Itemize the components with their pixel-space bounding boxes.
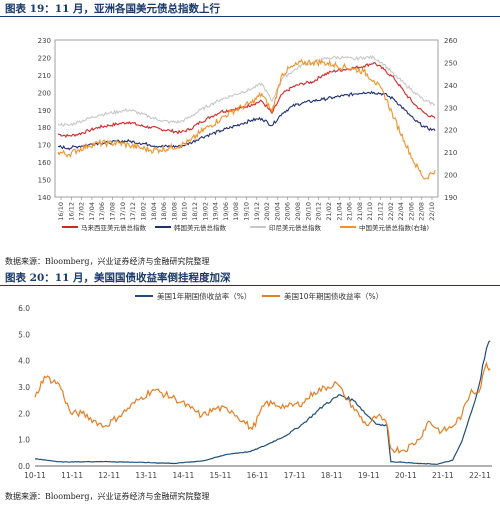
y-tick-label: 0.0 bbox=[18, 462, 30, 471]
series-line-10y bbox=[34, 361, 491, 454]
x-tick-label: 17/12 bbox=[129, 202, 137, 221]
x-tick-label: 21/02 bbox=[325, 202, 333, 221]
x-tick-label: 22/02 bbox=[387, 202, 395, 221]
left-y-tick-label: 140 bbox=[38, 194, 51, 202]
left-y-tick-label: 160 bbox=[38, 159, 51, 167]
x-tick-label: 21/04 bbox=[335, 202, 343, 221]
x-tick-label: 20/02 bbox=[263, 202, 271, 221]
x-tick-label: 18/12 bbox=[191, 202, 199, 221]
x-tick-label: 20-11 bbox=[395, 471, 417, 480]
x-tick-label: 18/04 bbox=[150, 202, 158, 221]
x-tick-label: 18-11 bbox=[321, 471, 343, 480]
left-y-tick-label: 170 bbox=[38, 142, 51, 150]
right-y-tick-label: 210 bbox=[444, 149, 457, 157]
x-tick-label: 21-11 bbox=[432, 471, 454, 480]
series-line--d62728 bbox=[57, 62, 436, 138]
x-tick-label: 19/02 bbox=[201, 202, 209, 221]
x-tick-label: 14-11 bbox=[172, 471, 194, 480]
legend-label: 美国10年期国债收益率（%） bbox=[284, 291, 383, 301]
right-y-tick-label: 220 bbox=[444, 127, 457, 135]
x-tick-label: 18/10 bbox=[181, 202, 189, 221]
legend-label: 中国美元债总指数(右轴) bbox=[359, 223, 429, 232]
x-tick-label: 19/10 bbox=[243, 202, 251, 221]
x-tick-label: 17/08 bbox=[109, 202, 117, 221]
figure-19-source: 数据来源：Bloomberg，兴业证券经济与金融研究院整理 bbox=[5, 257, 210, 266]
x-tick-label: 15-11 bbox=[210, 471, 232, 480]
right-y-tick-label: 190 bbox=[444, 194, 457, 202]
figure-20-title: 图表 20：11 月，美国国债收益率倒挂程度加深 bbox=[0, 270, 500, 286]
right-y-tick-label: 260 bbox=[444, 37, 457, 45]
x-tick-label: 20/04 bbox=[273, 202, 281, 221]
x-tick-label: 13-11 bbox=[135, 471, 157, 480]
right-y-tick-label: 230 bbox=[444, 104, 457, 112]
left-y-tick-label: 190 bbox=[38, 107, 51, 115]
x-tick-label: 19/04 bbox=[212, 202, 220, 221]
x-tick-label: 20/12 bbox=[315, 202, 323, 221]
x-tick-label: 19-11 bbox=[358, 471, 380, 480]
x-tick-label: 18/02 bbox=[139, 202, 147, 221]
y-tick-label: 2.0 bbox=[18, 409, 30, 418]
figure-20-source: 数据来源：Bloomberg，兴业证券经济与金融研究院整理 bbox=[5, 492, 210, 501]
y-tick-label: 6.0 bbox=[18, 304, 30, 313]
x-tick-label: 21/12 bbox=[376, 202, 384, 221]
legend-label: 美国1年期国债收益率（%） bbox=[157, 291, 251, 301]
x-tick-label: 16/12 bbox=[67, 202, 75, 221]
x-tick-label: 17/06 bbox=[98, 202, 106, 221]
y-tick-label: 4.0 bbox=[18, 357, 30, 366]
figure-19-title: 图表 19：11 月，亚洲各国美元债总指数上行 bbox=[0, 1, 500, 17]
x-tick-label: 22/08 bbox=[418, 202, 426, 221]
x-tick-label: 20/06 bbox=[284, 202, 292, 221]
series-line--f0932b bbox=[57, 58, 436, 180]
y-tick-label: 1.0 bbox=[18, 436, 30, 445]
left-y-tick-label: 210 bbox=[38, 72, 51, 80]
left-y-tick-label: 220 bbox=[38, 54, 51, 62]
asia-usd-bond-index-chart: 140 150 160 170 180 190 200 210 220 230 190 200 210 2… bbox=[38, 37, 458, 232]
right-y-tick-label: 240 bbox=[444, 82, 457, 90]
x-tick-label: 21/08 bbox=[356, 202, 364, 221]
series-line-1y bbox=[35, 340, 491, 465]
plot-area-border bbox=[54, 39, 439, 198]
x-tick-label: 22-11 bbox=[469, 471, 491, 480]
series-line--c8c8c8 bbox=[57, 54, 436, 127]
x-tick-label: 11-11 bbox=[61, 471, 83, 480]
legend-label: 印尼美元债总指数 bbox=[269, 223, 322, 232]
x-tick-label: 18/08 bbox=[170, 202, 178, 221]
y-tick-label: 5.0 bbox=[18, 330, 30, 339]
left-y-tick-label: 180 bbox=[38, 124, 51, 132]
x-tick-label: 22/06 bbox=[407, 202, 415, 221]
x-tick-label: 17/10 bbox=[119, 202, 127, 221]
left-y-tick-label: 230 bbox=[38, 37, 51, 45]
right-y-tick-label: 250 bbox=[444, 59, 457, 67]
x-tick-label: 16/10 bbox=[57, 202, 65, 221]
x-tick-label: 22/04 bbox=[397, 202, 405, 221]
y-tick-label: 3.0 bbox=[18, 383, 30, 392]
us-treasury-yield-chart: 0.0 1.0 2.0 3.0 4.0 5.0 6.0 10-11 11-11 12-11 13-1… bbox=[18, 291, 492, 480]
x-tick-label: 17/04 bbox=[88, 202, 96, 221]
x-tick-label: 19/06 bbox=[222, 202, 230, 221]
x-tick-label: 20/10 bbox=[304, 202, 312, 221]
x-tick-label: 18/06 bbox=[160, 202, 168, 221]
legend-label: 马来西亚美元债总指数 bbox=[81, 223, 147, 232]
right-y-tick-label: 200 bbox=[444, 172, 457, 180]
x-tick-label: 19/12 bbox=[253, 202, 261, 221]
x-tick-label: 12-11 bbox=[98, 471, 120, 480]
x-tick-label: 22/10 bbox=[428, 202, 436, 221]
x-tick-label: 10-11 bbox=[24, 471, 46, 480]
left-y-tick-label: 150 bbox=[38, 177, 51, 185]
x-tick-label: 21/06 bbox=[346, 202, 354, 221]
x-tick-label: 16-11 bbox=[247, 471, 269, 480]
x-tick-label: 21/10 bbox=[366, 202, 374, 221]
left-y-tick-label: 200 bbox=[38, 89, 51, 97]
x-tick-label: 17-11 bbox=[284, 471, 306, 480]
x-tick-label: 20/08 bbox=[294, 202, 302, 221]
series-line--1f2f6f bbox=[57, 90, 436, 151]
x-tick-label: 17/02 bbox=[78, 202, 86, 221]
x-tick-label: 19/08 bbox=[232, 202, 240, 221]
legend-label: 韩国美元债总指数 bbox=[174, 223, 227, 232]
